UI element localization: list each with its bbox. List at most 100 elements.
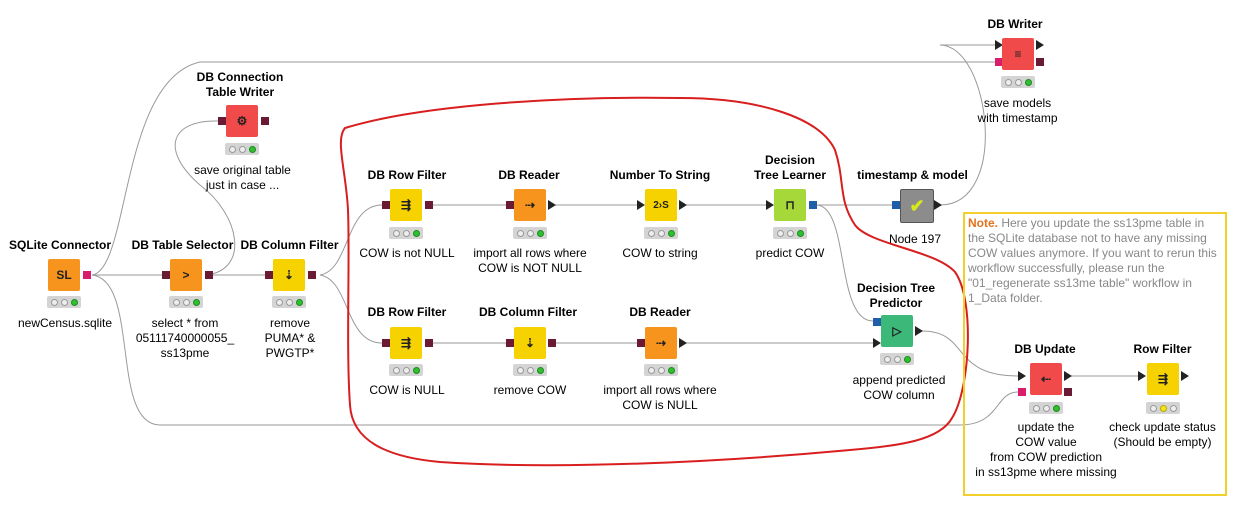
tree-predictor-status [880, 353, 914, 365]
num-to-str-label: COW to string [622, 246, 698, 260]
table-selector-out-port[interactable] [205, 271, 213, 279]
num-to-str-out-port[interactable] [679, 200, 687, 210]
col-filter1-in-port[interactable] [265, 271, 273, 279]
table-selector-title: DB Table Selector [131, 238, 234, 252]
edge-sqlite-dbwriter [91, 61, 995, 276]
col-filter1-out-port[interactable] [308, 271, 316, 279]
reader1-title: DB Reader [498, 168, 560, 182]
row-filter3-node[interactable]: ⇶ [1147, 363, 1179, 395]
db-update-conn-port[interactable] [1018, 388, 1026, 396]
col-filter2-out-port[interactable] [548, 339, 556, 347]
col-filter1-label: remove PUMA* & PWGTP* [264, 316, 316, 360]
timestamp-title: timestamp & model [857, 168, 968, 182]
timestamp-label: Node 197 [888, 232, 942, 246]
tree-learner-in-port[interactable] [766, 200, 774, 210]
reader2-node[interactable]: ⇢ [645, 327, 677, 359]
timestamp-out-port[interactable] [934, 200, 942, 210]
row-filter1-node[interactable]: ⇶ [390, 189, 422, 221]
table-selector-in-port[interactable] [162, 271, 170, 279]
highlight-outline [339, 96, 969, 467]
row-filter3-icon: ⇶ [1157, 372, 1169, 386]
checkmark-icon: ✔ [909, 195, 925, 216]
col-filter1-node[interactable]: ⇣ [273, 259, 305, 291]
reader1-out-port[interactable] [548, 200, 556, 210]
tree-predictor-data-port[interactable] [873, 338, 881, 348]
row-filter1-icon: ⇶ [400, 198, 412, 212]
row-filter2-status [389, 364, 423, 376]
row-filter3-out-port[interactable] [1181, 371, 1189, 381]
row-filter1-status [389, 227, 423, 239]
db-writer-conn-port[interactable] [995, 58, 1003, 66]
row-filter2-icon: ⇶ [400, 336, 412, 350]
db-writer-status [1001, 76, 1035, 88]
sqlite-connector-node[interactable]: SL [48, 259, 80, 291]
col-filter2-status [513, 364, 547, 376]
db-update-icon: ⇠ [1040, 372, 1052, 386]
tree-learner-out-port[interactable] [809, 201, 817, 209]
tree-predictor-node[interactable]: ▷ [881, 315, 913, 347]
num-to-str-in-port[interactable] [637, 200, 645, 210]
db-update-out-port-1[interactable] [1064, 371, 1072, 381]
reader2-label: import all rows where COW is NULL [603, 383, 717, 412]
table-selector-label: select * from 05111740000055_ ss13pme [135, 316, 235, 360]
reader2-in-port[interactable] [637, 339, 645, 347]
reader1-in-port[interactable] [506, 201, 514, 209]
conn-writer-in-port[interactable] [218, 117, 226, 125]
num-to-str-node[interactable]: 2›S [645, 189, 677, 221]
tree-predictor-model-port[interactable] [873, 318, 881, 326]
db-update-out-port-2[interactable] [1064, 388, 1072, 396]
edge-selector-connwriter [174, 120, 236, 276]
tree-learner-icon: ⊓ [785, 198, 795, 212]
col-filter2-node[interactable]: ⇣ [514, 327, 546, 359]
reader2-status [644, 364, 678, 376]
num-to-str-title: Number To String [609, 168, 711, 182]
row-filter1-out-port[interactable] [425, 201, 433, 209]
table-selector-node[interactable]: > [170, 259, 202, 291]
col-filter2-title: DB Column Filter [479, 305, 577, 319]
row-filter1-in-port[interactable] [382, 201, 390, 209]
tree-learner-label: predict COW [755, 246, 825, 260]
sqlite-connector-out-port[interactable] [83, 271, 91, 279]
conn-writer-node[interactable]: ⚙ [226, 105, 258, 137]
timestamp-node[interactable]: ✔ [900, 189, 934, 223]
timestamp-in-port[interactable] [892, 201, 900, 209]
table-selector-icon: > [182, 268, 190, 282]
tree-predictor-out-port[interactable] [915, 326, 923, 336]
note-body: Here you update the ss13pme table in the… [968, 216, 1217, 305]
row-filter3-in-port[interactable] [1138, 371, 1146, 381]
col-filter2-in-port[interactable] [506, 339, 514, 347]
reader2-icon: ⇢ [655, 336, 667, 350]
tree-learner-status [773, 227, 807, 239]
row-filter2-out-port[interactable] [425, 339, 433, 347]
reader1-label: import all rows where COW is NOT NULL [473, 246, 587, 275]
reader2-out-port[interactable] [679, 338, 687, 348]
db-writer-node[interactable]: ≡ [1002, 38, 1034, 70]
reader1-icon: ⇢ [524, 198, 536, 212]
col-filter1-title: DB Column Filter [240, 238, 339, 252]
row-filter1-label: COW is not NULL [359, 246, 455, 260]
sqlite-icon: SL [56, 268, 72, 282]
reader1-node[interactable]: ⇢ [514, 189, 546, 221]
row-filter1-title: DB Row Filter [367, 168, 447, 182]
num-to-str-status [644, 227, 678, 239]
tree-predictor-label: append predicted COW column [852, 373, 946, 402]
db-writer-out-port-2[interactable] [1036, 58, 1044, 66]
conn-writer-out-port[interactable] [261, 117, 269, 125]
db-writer-out-port-1[interactable] [1036, 40, 1044, 50]
row-filter2-in-port[interactable] [382, 339, 390, 347]
db-update-node[interactable]: ⇠ [1030, 363, 1062, 395]
col-filter2-label: remove COW [493, 383, 567, 397]
sqlite-connector-label: newCensus.sqlite [17, 316, 113, 330]
conn-writer-icon: ⚙ [236, 114, 248, 128]
note-head: Note. [968, 216, 998, 230]
db-update-in-port[interactable] [1018, 371, 1026, 381]
edge-timestamp-dbwriter [939, 44, 995, 206]
edge-sqlite-dbupdate [91, 274, 1019, 426]
db-writer-in-port[interactable] [995, 40, 1003, 50]
edge-predictor-dbupdate [921, 330, 1019, 377]
row-filter2-node[interactable]: ⇶ [390, 327, 422, 359]
row-filter3-status [1146, 402, 1180, 414]
workflow-note[interactable]: Note. Here you update the ss13pme table … [963, 212, 1227, 496]
tree-learner-node[interactable]: ⊓ [774, 189, 806, 221]
